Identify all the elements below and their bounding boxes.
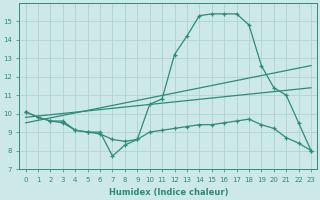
X-axis label: Humidex (Indice chaleur): Humidex (Indice chaleur) xyxy=(108,188,228,197)
